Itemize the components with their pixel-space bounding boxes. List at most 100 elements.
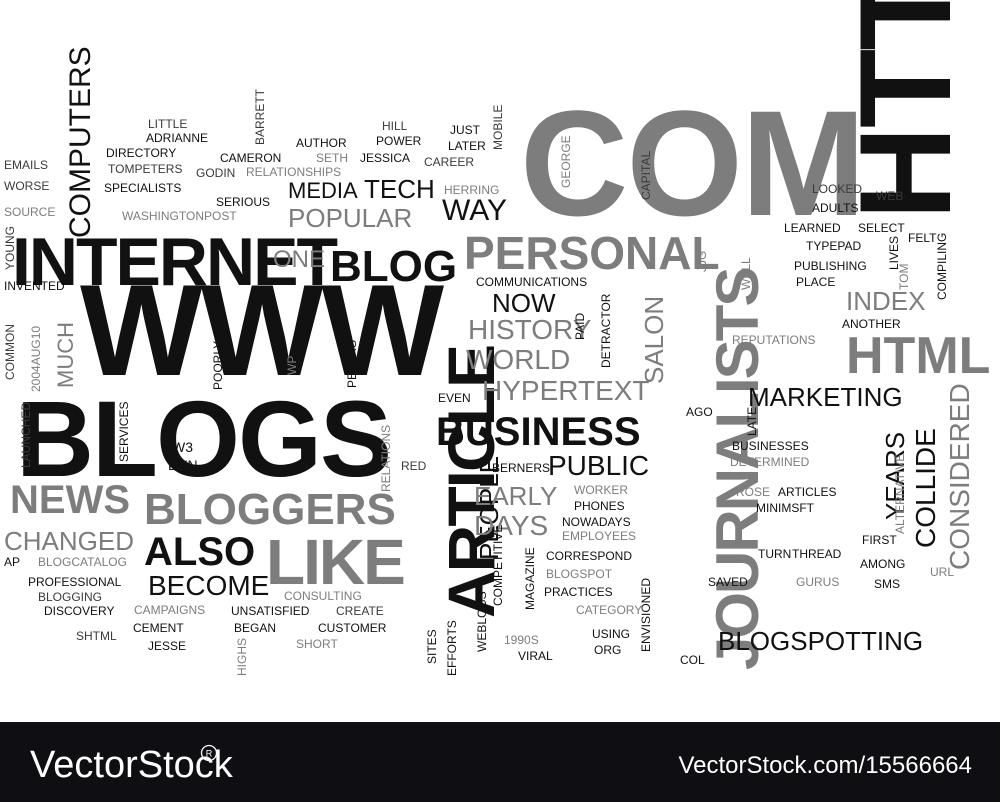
word-much: MUCH [53,322,78,388]
vectorstock-brand: VectorStock [30,744,233,786]
word-seth: SETH [316,151,349,165]
word-employees: EMPLOYEES [562,529,637,543]
word-considered: CONSIDERED [944,383,975,570]
word-first: FIRST [862,533,897,547]
word-rose: ROSE [736,485,771,499]
word-com: COM [520,79,866,247]
word-jjg: JJG [695,250,709,272]
word-turn: TURN [758,547,792,561]
word-thread: THREAD [792,547,842,561]
watermark-bar: VectorStock R VectorStock.com/15566664 [0,722,1000,802]
word-herring: HERRING [444,183,500,197]
word-also: ALSO [144,530,256,574]
word-phones: PHONES [574,499,625,513]
word-bloggers: BLOGGERS [144,485,396,534]
word-url: URL [930,565,955,579]
word-tech: TECH [364,174,435,204]
word-days: DAYS [474,510,549,541]
word-berners: BERNERS [492,461,551,475]
word-professional: PROFESSIONAL [28,575,122,589]
word-young: YOUNG [3,225,17,270]
word-hill: HILL [382,119,408,133]
word-news: NEWS [10,478,130,522]
word-journalists: JOURNALISTS [704,268,771,670]
word-personal: PERSONAL [464,227,720,279]
word-poorly: POORLY [211,340,225,390]
word-felt: FELT [908,231,937,245]
word-public: PUBLIC [548,450,650,481]
word-unsatisfied: UNSATISFIED [231,604,310,618]
word-marketing: MARKETING [748,382,903,412]
word-alternative: ALTERNATIVE [893,453,907,534]
word-early: EARLY [474,481,558,511]
word-another: ANOTHER [842,317,901,331]
word-looked: LOOKED [812,182,863,196]
word-weblogs: WEBLOGS [475,591,489,652]
word-detractor: DETRACTOR [599,293,613,368]
word-cloud: COM WWW BLOGS INTERNET HTTP ARTICLE JOURNALIST… [3,0,991,676]
word-dyn: DYN [168,457,198,473]
image-id: VectorStock.com/15566664 [678,752,972,779]
word-one: ONE [273,246,326,273]
word-computers: COMPUTERS [64,46,97,238]
word-consulting: CONSULTING [284,589,362,603]
word-org: ORG [594,643,622,657]
word-adults: ADULTS [812,201,859,215]
word-html: HTML [846,327,991,385]
word-w3: W3 [172,439,193,455]
word-began: BEGAN [234,621,277,635]
word-typepad: TYPEPAD [806,239,862,253]
word-saved: SAVED [708,575,748,589]
word-media: MEDIA [288,178,358,203]
word-hypertext: HYPERTEXT [482,375,650,406]
word-emails: EMAILS [4,158,49,172]
word-competitive: COMPETITIVE [491,524,505,606]
word-web: WEB [876,189,904,203]
word-barrett: BARRETT [253,88,267,145]
word-highs: HIGHS [235,637,249,676]
word-just: JUST [450,123,480,137]
word-shtml: SHTML [76,629,117,643]
word-2004aug10: 2004AUG10 [29,325,43,392]
word-blogs: BLOGS [16,378,392,499]
word-using: USING [592,627,631,641]
word-reputations: REPUTATIONS [732,333,816,347]
word-ago: AGO [686,405,713,419]
word-author: AUTHOR [296,136,347,150]
word-blogging: BLOGGING [38,590,103,604]
word-sites: SITES [425,629,439,664]
word-invented: INVENTED [4,279,65,293]
word-discovery: DISCOVERY [44,604,115,618]
word-communications: COMMUNICATIONS [476,275,588,289]
word-history: HISTORY [468,314,592,345]
word-source: SOURCE [4,205,56,219]
word-relationships: RELATIONSHIPS [246,165,342,179]
word-even: EVEN [438,391,471,405]
word-now: NOW [492,288,556,318]
word-paid: PAID [573,312,587,340]
word-magazine: MAGAZINE [523,547,537,610]
word-blogspotting: BLOGSPOTTING [718,626,924,656]
word-popular: POPULAR [288,203,413,233]
word-wp: WP [285,355,299,375]
word-category: CATEGORY [576,603,643,617]
word-envisioned: ENVISIONED [639,577,653,652]
word-www: WWW [80,257,444,403]
word-collide: COLLIDE [910,428,941,548]
word-red: RED [401,459,427,473]
word-place: PLACE [796,275,836,289]
word-jesse: JESSE [148,639,187,653]
word-customer: CUSTOMER [318,621,387,635]
word-specialists: SPECIALISTS [104,181,182,195]
word-determined: DETERMINED [730,455,810,469]
word-blogspot: BLOGSPOT [546,567,613,581]
word-serious: SERIOUS [216,195,271,209]
word-salon: SALON [639,295,669,384]
word-way: WAY [442,194,507,227]
word-articles: ARTICLES [778,485,837,499]
word-blog: BLOG [330,242,458,291]
word-like: LIKE [266,526,406,598]
word-cement: CEMENT [133,621,184,635]
word-select: SELECT [858,221,905,235]
word-become: BECOME [148,570,270,601]
